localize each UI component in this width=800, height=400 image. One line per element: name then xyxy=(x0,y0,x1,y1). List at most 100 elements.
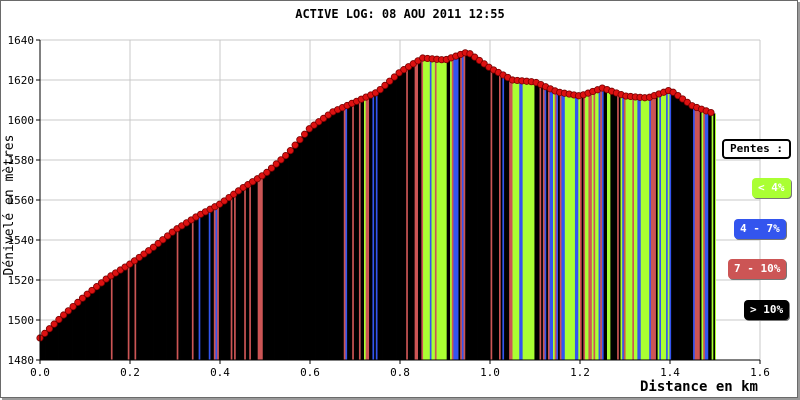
slope-bar xyxy=(321,118,324,361)
slope-bar xyxy=(288,151,291,360)
slope-bar xyxy=(537,83,540,360)
slope-bar xyxy=(230,195,233,360)
slope-bar xyxy=(50,326,53,360)
slope-bar xyxy=(419,58,422,360)
slope-bar xyxy=(559,92,562,361)
slope-bar xyxy=(470,54,473,360)
slope-bar xyxy=(387,81,390,360)
x-tick-label: 1.2 xyxy=(570,366,590,379)
slope-bar xyxy=(68,309,71,360)
slope-bar xyxy=(526,81,529,360)
slope-bar xyxy=(340,107,343,360)
slope-bar xyxy=(394,75,397,360)
slope-bar xyxy=(149,248,152,360)
slope-bar xyxy=(686,101,689,360)
slope-bar xyxy=(370,94,373,360)
slope-bar xyxy=(51,324,54,360)
slope-bar xyxy=(88,291,92,360)
slope-bar xyxy=(308,128,311,360)
elevation-marker xyxy=(291,141,299,149)
slope-bar xyxy=(364,97,367,360)
y-tick-label: 1580 xyxy=(8,154,35,167)
slope-bar xyxy=(431,58,434,361)
slope-bar xyxy=(144,252,147,360)
slope-bar xyxy=(323,117,326,360)
slope-bar xyxy=(473,56,476,361)
slope-bar xyxy=(110,274,113,360)
slope-bar xyxy=(198,214,201,360)
elevation-marker xyxy=(45,325,54,333)
slope-bar xyxy=(389,80,392,360)
slope-bar xyxy=(99,283,102,360)
slope-bar xyxy=(269,168,272,360)
slope-bar xyxy=(456,55,459,360)
slope-bar xyxy=(310,126,313,360)
slope-bar xyxy=(601,88,605,360)
slope-bar xyxy=(561,92,564,360)
slope-bar xyxy=(652,95,655,360)
slope-bar xyxy=(315,123,318,360)
slope-bar xyxy=(622,95,625,360)
slope-bar xyxy=(137,257,140,360)
x-tick-label: 0.6 xyxy=(300,366,320,379)
slope-bar xyxy=(547,87,551,360)
slope-bar xyxy=(615,92,618,360)
slope-bar xyxy=(396,74,399,360)
y-tick-label: 1560 xyxy=(8,194,35,207)
elevation-marker xyxy=(159,236,167,244)
slope-bar xyxy=(487,66,490,360)
slope-bar xyxy=(164,236,167,360)
slope-bar xyxy=(556,91,559,360)
slope-bar xyxy=(159,240,162,360)
slope-bar xyxy=(330,112,333,361)
slope-bar xyxy=(222,201,225,360)
slope-bar xyxy=(163,238,166,360)
slope-bar xyxy=(654,95,657,360)
slope-bar xyxy=(56,319,59,360)
slope-bar xyxy=(245,184,248,360)
slope-bar xyxy=(58,318,61,360)
elevation-marker xyxy=(83,290,91,298)
slope-bar xyxy=(207,210,210,360)
slope-bar xyxy=(277,161,281,360)
slope-bar xyxy=(92,288,95,360)
slope-bar xyxy=(331,111,335,360)
slope-bar xyxy=(208,209,211,360)
slope-bar xyxy=(338,108,341,360)
slope-bar xyxy=(87,292,90,360)
slope-bar xyxy=(195,216,198,360)
slope-bar xyxy=(180,225,183,360)
elevation-marker xyxy=(55,315,63,324)
slope-bar xyxy=(544,86,547,360)
slope-bar xyxy=(475,57,478,360)
slope-bar xyxy=(333,110,336,360)
slope-bar xyxy=(53,323,56,360)
slope-bar xyxy=(581,94,584,361)
slope-bar xyxy=(90,290,93,360)
x-tick-label: 0.4 xyxy=(210,366,230,379)
slope-bar xyxy=(276,162,279,360)
slope-bar xyxy=(244,185,247,360)
slope-bar xyxy=(414,61,417,360)
slope-bar xyxy=(352,102,355,360)
slope-bar xyxy=(213,206,216,360)
slope-bar xyxy=(325,116,328,360)
slope-bar xyxy=(67,310,70,360)
slope-bar xyxy=(114,272,117,360)
elevation-marker xyxy=(267,164,276,172)
slope-bar xyxy=(142,253,146,360)
elevation-marker xyxy=(149,243,157,251)
slope-bar xyxy=(527,81,530,360)
slope-bar xyxy=(468,52,471,361)
slope-bar xyxy=(701,109,704,360)
x-tick-label: 0.8 xyxy=(390,366,410,379)
slope-bar xyxy=(109,275,112,360)
slope-bar xyxy=(141,254,144,360)
slope-bar xyxy=(483,63,486,360)
slope-bar xyxy=(240,188,243,360)
slope-bar xyxy=(196,215,200,360)
slope-bar xyxy=(667,90,670,360)
y-tick-label: 1640 xyxy=(8,34,35,47)
slope-bar xyxy=(190,219,193,360)
